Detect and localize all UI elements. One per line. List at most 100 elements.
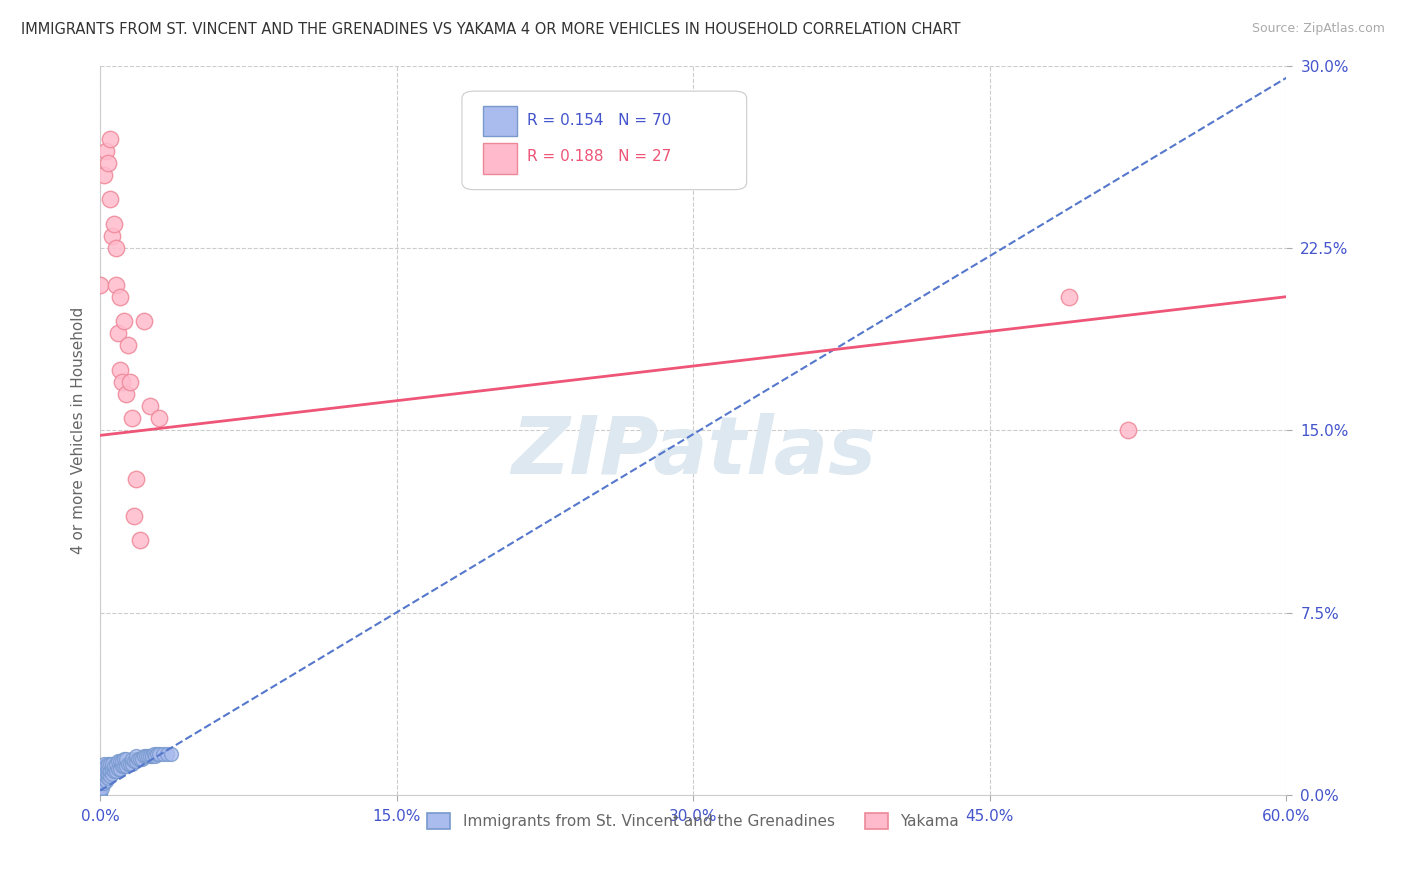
Point	[132, 314, 155, 328]
Point	[89, 781, 111, 796]
Point	[122, 508, 145, 523]
Point	[114, 759, 136, 773]
Point	[136, 749, 159, 764]
Point	[111, 759, 134, 773]
Point	[145, 749, 167, 764]
Point	[91, 762, 114, 776]
Point	[125, 749, 148, 764]
Point	[101, 756, 124, 771]
Legend: Immigrants from St. Vincent and the Grenadines, Yakama: Immigrants from St. Vincent and the Gren…	[422, 807, 965, 835]
FancyBboxPatch shape	[484, 106, 516, 136]
Point	[94, 759, 117, 773]
Point	[104, 277, 127, 292]
Point	[141, 749, 163, 764]
FancyBboxPatch shape	[463, 91, 747, 190]
Point	[89, 769, 111, 783]
Point	[121, 411, 143, 425]
Point	[138, 749, 160, 764]
Point	[104, 756, 127, 771]
Point	[111, 755, 134, 769]
Point	[146, 747, 169, 761]
Point	[97, 766, 120, 780]
Point	[101, 766, 124, 780]
Point	[89, 779, 111, 793]
Point	[94, 764, 117, 778]
Point	[91, 759, 114, 773]
Point	[1057, 290, 1080, 304]
Point	[93, 766, 115, 780]
Point	[108, 362, 131, 376]
Point	[121, 756, 143, 771]
Point	[89, 776, 111, 790]
Point	[104, 241, 127, 255]
Point	[112, 314, 135, 328]
Text: R = 0.188   N = 27: R = 0.188 N = 27	[527, 149, 672, 164]
Point	[93, 772, 115, 786]
Point	[108, 762, 131, 776]
Point	[91, 772, 114, 786]
Point	[114, 387, 136, 401]
Text: Source: ZipAtlas.com: Source: ZipAtlas.com	[1251, 22, 1385, 36]
Point	[112, 752, 135, 766]
Point	[98, 131, 121, 145]
Point	[103, 217, 125, 231]
Point	[160, 747, 183, 761]
Point	[118, 375, 141, 389]
Point	[121, 752, 143, 766]
Point	[127, 752, 149, 766]
Point	[93, 776, 115, 790]
Point	[142, 747, 165, 761]
Point	[148, 747, 170, 761]
Point	[114, 752, 136, 766]
Text: IMMIGRANTS FROM ST. VINCENT AND THE GRENADINES VS YAKAMA 4 OR MORE VEHICLES IN H: IMMIGRANTS FROM ST. VINCENT AND THE GREN…	[21, 22, 960, 37]
Point	[91, 776, 114, 790]
Point	[132, 749, 155, 764]
Point	[125, 472, 148, 486]
Point	[135, 749, 157, 764]
Point	[89, 786, 111, 800]
Point	[97, 762, 120, 776]
Point	[117, 338, 139, 352]
Point	[118, 756, 141, 771]
Point	[97, 156, 120, 170]
Point	[98, 193, 121, 207]
Point	[101, 762, 124, 776]
Point	[138, 399, 160, 413]
Point	[122, 755, 145, 769]
Point	[117, 756, 139, 771]
Point	[104, 764, 127, 778]
Point	[111, 375, 134, 389]
Point	[107, 762, 129, 776]
Point	[97, 772, 120, 786]
Text: ZIPatlas: ZIPatlas	[510, 413, 876, 491]
Point	[107, 755, 129, 769]
Point	[128, 533, 150, 547]
Point	[112, 759, 135, 773]
Y-axis label: 4 or more Vehicles in Household: 4 or more Vehicles in Household	[72, 307, 86, 554]
Point	[89, 783, 111, 797]
Point	[93, 762, 115, 776]
Point	[103, 759, 125, 773]
Point	[94, 769, 117, 783]
FancyBboxPatch shape	[484, 143, 516, 174]
Point	[98, 764, 121, 778]
Point	[152, 747, 174, 761]
Point	[98, 756, 121, 771]
Point	[101, 228, 124, 243]
Point	[125, 755, 148, 769]
Point	[103, 764, 125, 778]
Point	[93, 168, 115, 182]
Point	[89, 277, 111, 292]
Point	[94, 773, 117, 788]
Point	[98, 769, 121, 783]
Point	[91, 764, 114, 778]
Point	[148, 411, 170, 425]
Point	[93, 756, 115, 771]
Point	[94, 144, 117, 158]
Point	[108, 290, 131, 304]
Point	[128, 752, 150, 766]
Point	[107, 326, 129, 341]
Point	[108, 755, 131, 769]
Point	[156, 747, 179, 761]
Point	[89, 789, 111, 803]
